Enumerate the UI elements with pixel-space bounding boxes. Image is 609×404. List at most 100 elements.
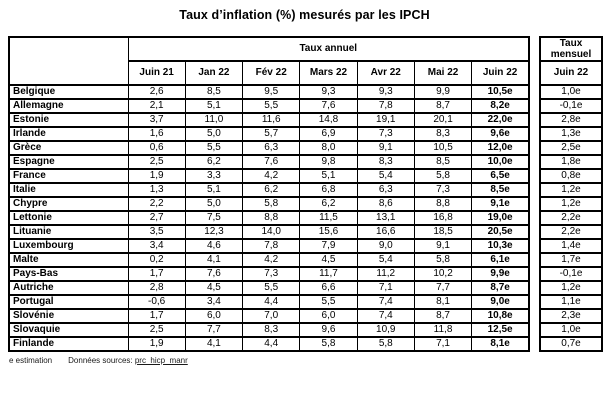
monthly-header-row: Taux mensuel [539,36,603,62]
annual-value-cell: 6,3 [242,140,301,156]
annual-value-cell: 9,1e [471,196,530,212]
annual-value-cell: 2,2 [127,196,186,212]
annual-value-cell: 11,5 [299,210,358,226]
country-cell: Lettonie [8,210,129,226]
country-cell: Irlande [8,126,129,142]
annual-value-cell: 3,5 [127,224,186,240]
table-row: Irlande 1,6 5,0 5,7 6,9 7,3 8,3 9,6e [8,126,530,142]
country-cell: Grèce [8,140,129,156]
annual-value-cell: 1,3 [127,182,186,198]
annual-value-cell: 16,6 [356,224,415,240]
annual-value-cell: 10,5e [471,84,530,100]
monthly-value-cell: 1,0e [539,84,603,100]
table-row: Slovaquie 2,5 7,7 8,3 9,6 10,9 11,8 12,5e [8,322,530,338]
monthly-value-cell: 1,2e [539,196,603,212]
footer: e estimation Données sources: prc_hicp_ma… [9,356,609,365]
annual-value-cell: 11,6 [242,112,301,128]
country-cell: Allemagne [8,98,129,114]
monthly-value-cell: 1,2e [539,182,603,198]
monthly-row: 1,0e [539,322,603,338]
annual-value-cell: 3,4 [127,238,186,254]
annual-value-cell: 5,8 [413,168,473,184]
annual-value-cell: 8,6 [356,196,415,212]
annual-value-cell: 4,2 [242,168,301,184]
monthly-row: 2,8e [539,112,603,128]
annual-value-cell: 7,8 [356,98,415,114]
monthly-row: -0,1e [539,98,603,114]
annual-value-cell: 7,3 [356,126,415,142]
country-header-cell [8,36,129,86]
annual-value-cell: 7,6 [299,98,358,114]
annual-value-cell: 7,5 [184,210,244,226]
monthly-row: 1,0e [539,84,603,100]
annual-value-cell: 12,0e [471,140,530,156]
annual-value-cell: -0,6 [127,294,186,310]
annual-value-cell: 7,1 [413,336,473,352]
annual-value-cell: 8,3 [242,322,301,338]
annual-value-cell: 12,5e [471,322,530,338]
country-cell: Estonie [8,112,129,128]
monthly-value-cell: -0,1e [539,266,603,282]
annual-value-cell: 8,3 [413,126,473,142]
monthly-row: 0,8e [539,168,603,184]
annual-value-cell: 6,3 [356,182,415,198]
annual-value-cell: 10,8e [471,308,530,324]
month-column-header: Mars 22 [299,60,358,86]
annual-value-cell: 5,4 [356,252,415,268]
monthly-value-cell: 1,7e [539,252,603,268]
monthly-value-cell: 0,7e [539,336,603,352]
annual-value-cell: 0,6 [127,140,186,156]
annual-value-cell: 22,0e [471,112,530,128]
annual-value-cell: 5,5 [242,98,301,114]
annual-value-cell: 7,4 [356,308,415,324]
monthly-value-cell: 2,5e [539,140,603,156]
sources-link[interactable]: prc_hicp_manr [134,356,188,365]
annual-value-cell: 10,9 [356,322,415,338]
annual-value-cell: 4,4 [242,294,301,310]
annual-value-cell: 4,4 [242,336,301,352]
annual-value-cell: 5,4 [356,168,415,184]
monthly-row: 1,1e [539,294,603,310]
annual-value-cell: 1,7 [127,308,186,324]
country-cell: Slovaquie [8,322,129,338]
annual-value-cell: 6,0 [299,308,358,324]
annual-value-cell: 8,7 [413,98,473,114]
annual-value-cell: 10,2 [413,266,473,282]
annual-value-cell: 9,9 [413,84,473,100]
month-column-header: Jan 22 [184,60,244,86]
tables-container: Taux annuel Juin 21 Jan 22 Fév 22 Mars 22 Av… [8,36,609,352]
annual-value-cell: 2,6 [127,84,186,100]
annual-value-cell: 14,0 [242,224,301,240]
annual-value-cell: 5,5 [299,294,358,310]
country-cell: Portugal [8,294,129,310]
month-column-header: Avr 22 [356,60,415,86]
monthly-value-cell: 2,8e [539,112,603,128]
annual-value-cell: 7,6 [184,266,244,282]
table-row: Finlande 1,9 4,1 4,4 5,8 5,8 7,1 8,1e [8,336,530,352]
table-row: Luxembourg 3,4 4,6 7,8 7,9 9,0 9,1 10,3e [8,238,530,254]
table-row: Grèce 0,6 5,5 6,3 8,0 9,1 10,5 12,0e [8,140,530,156]
monthly-header: Taux mensuel [539,36,603,62]
annual-value-cell: 16,8 [413,210,473,226]
country-cell: France [8,168,129,184]
annual-value-cell: 4,5 [184,280,244,296]
annual-value-cell: 13,1 [356,210,415,226]
monthly-row: 1,7e [539,252,603,268]
annual-value-cell: 7,0 [242,308,301,324]
annual-value-cell: 3,4 [184,294,244,310]
month-column-header: Mai 22 [413,60,473,86]
country-cell: Malte [8,252,129,268]
annual-value-cell: 10,3e [471,238,530,254]
monthly-row: 2,5e [539,140,603,156]
annual-value-cell: 5,1 [299,168,358,184]
monthly-row: 1,2e [539,196,603,212]
annual-value-cell: 7,6 [242,154,301,170]
annual-value-cell: 9,6 [299,322,358,338]
annual-value-cell: 4,1 [184,336,244,352]
annual-value-cell: 7,4 [356,294,415,310]
annual-value-cell: 1,7 [127,266,186,282]
annual-value-cell: 19,0e [471,210,530,226]
annual-value-cell: 5,5 [184,140,244,156]
annual-value-cell: 5,0 [184,126,244,142]
monthly-rates-table: Taux mensuel Juin 22 1,0e -0,1e 2,8e 1,3e 2,… [539,36,603,352]
